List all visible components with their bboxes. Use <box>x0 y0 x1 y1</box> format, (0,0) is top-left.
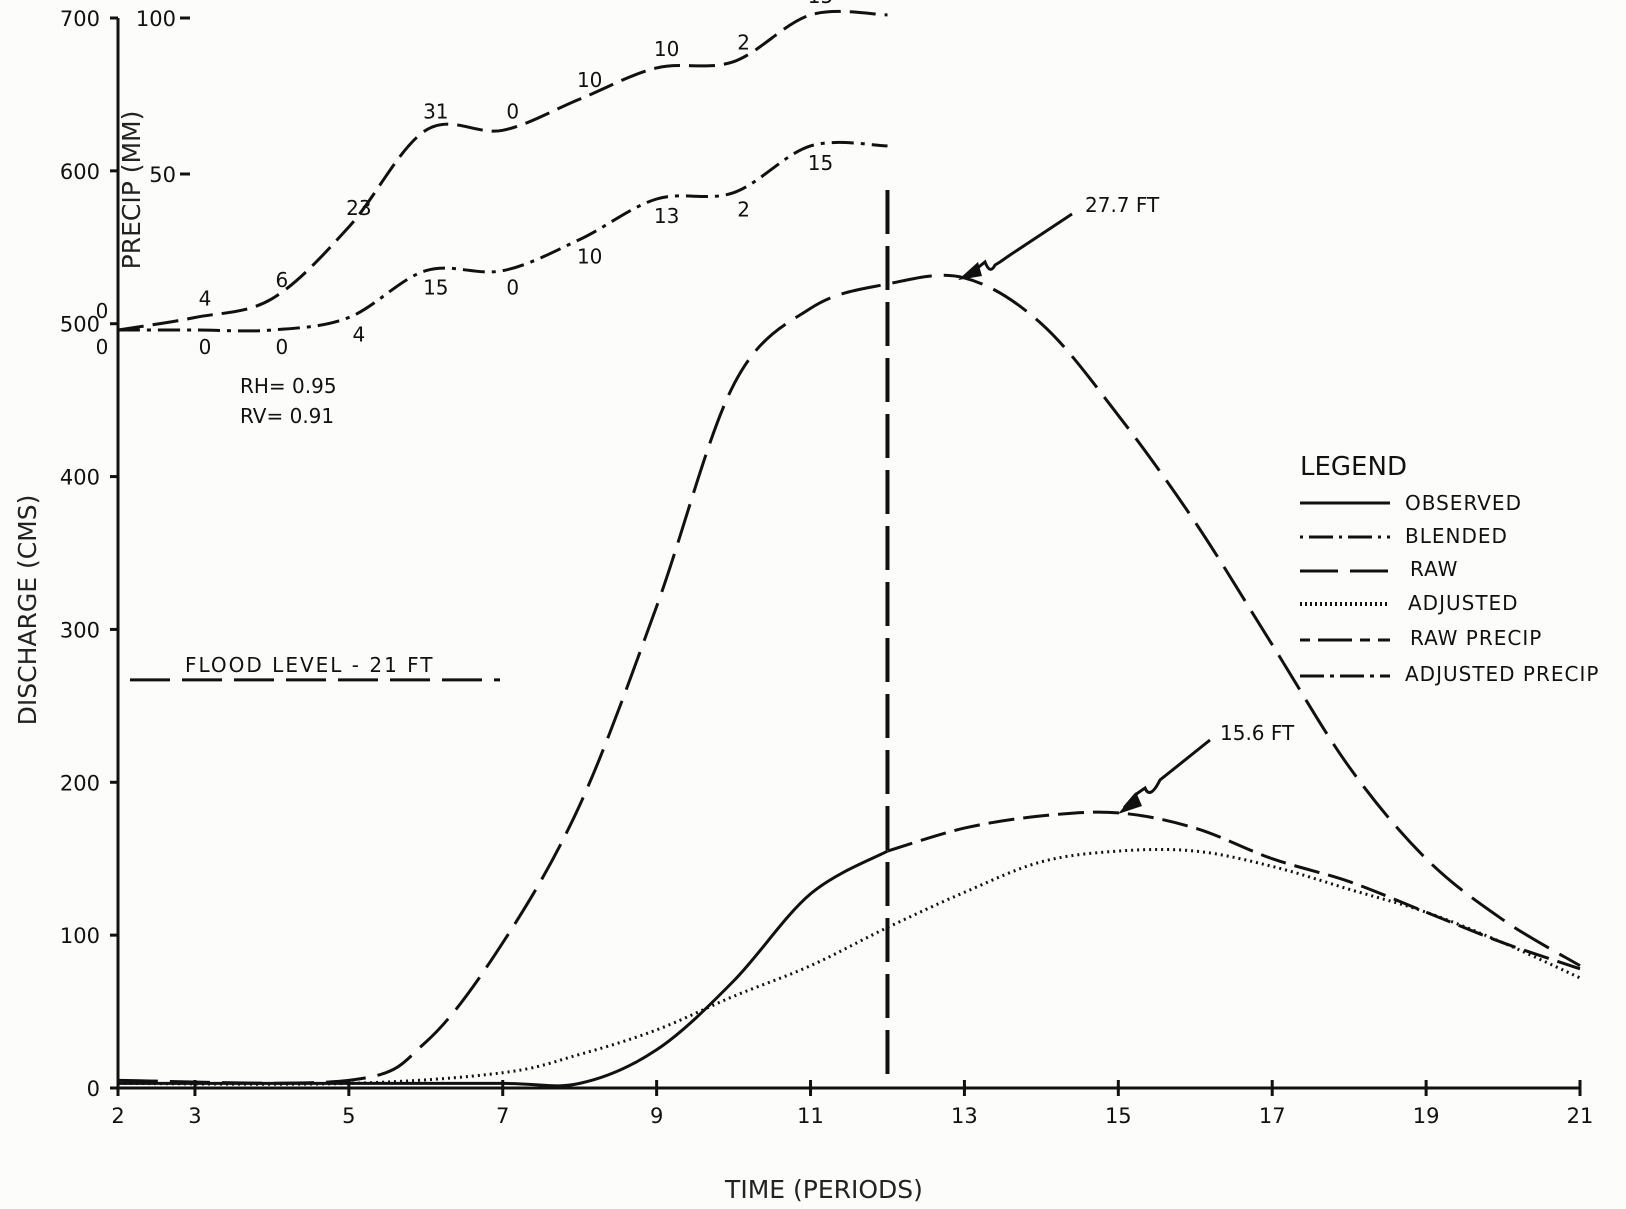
series-blended <box>887 810 1581 971</box>
legend-label-raw: RAW <box>1410 557 1458 581</box>
x-tick-label: 11 <box>797 1104 824 1128</box>
x-tick-label: 7 <box>496 1104 509 1128</box>
precip-point-label: 15 <box>808 151 833 175</box>
y-tick-label: 600 <box>60 160 100 184</box>
precip-point-label: 0 <box>506 99 519 123</box>
precip-point-label: 10 <box>577 245 602 269</box>
x-tick-label: 9 <box>650 1104 663 1128</box>
legend-label-adjusted: ADJUSTED <box>1408 591 1519 615</box>
precip-point-label: 23 <box>346 196 371 220</box>
x-tick-label: 13 <box>951 1104 978 1128</box>
precip-point-label: 0 <box>276 335 289 359</box>
x-tick-label: 2 <box>111 1104 124 1128</box>
legend-label-raw-precip: RAW PRECIP <box>1410 626 1542 650</box>
precip-point-label: 2 <box>737 198 750 222</box>
y-tick-label: 500 <box>60 313 100 337</box>
x-tick-label: 3 <box>188 1104 201 1128</box>
precip-point-label: 0 <box>506 276 519 300</box>
x-tick-label: 21 <box>1567 1104 1594 1128</box>
precip-point-label: 10 <box>654 37 679 61</box>
precip-point-label: 0 <box>96 299 109 323</box>
y-tick-label: 100 <box>60 924 100 948</box>
x-tick-label: 15 <box>1105 1104 1132 1128</box>
y-axis-title: DISCHARGE (CMS) <box>13 495 42 726</box>
blended-peak-arrow <box>1122 738 1211 809</box>
legend: LEGEND OBSERVED BLENDED RAW ADJUSTED RAW… <box>1300 452 1599 686</box>
precip-labels-layer: 0 4 6 23 31 0 10 10 2 15 0 0 0 4 15 0 10 13 2 15 <box>96 0 834 359</box>
x-axis-title: TIME (PERIODS) <box>724 1175 923 1204</box>
y-tick-label: 700 <box>60 7 100 31</box>
precip-point-label: 4 <box>199 287 212 311</box>
precip-axis-title: PRECIP (MM) <box>117 111 146 270</box>
precip-point-label: 4 <box>352 323 365 347</box>
precip-point-label: 15 <box>808 0 833 8</box>
series-observed <box>117 849 889 1088</box>
precip-point-label: 13 <box>654 204 679 228</box>
precip-tick-label: 50 <box>149 163 176 187</box>
flood-level-label: FLOOD LEVEL - 21 FT <box>185 653 435 677</box>
y-tick-label: 0 <box>87 1077 100 1101</box>
blended-peak-label: 15.6 FT <box>1220 721 1295 745</box>
precip-point-label: 10 <box>577 68 602 92</box>
legend-label-observed: OBSERVED <box>1405 491 1522 515</box>
legend-title: LEGEND <box>1300 452 1407 482</box>
precip-point-label: 2 <box>737 31 750 55</box>
blended-peak-arrowhead <box>1118 792 1142 814</box>
series-raw <box>117 273 1581 1085</box>
series-adjusted <box>117 847 1581 1086</box>
y-tick-label: 400 <box>60 466 100 490</box>
raw-peak-arrow <box>961 212 1073 280</box>
y-tick-label: 300 <box>60 618 100 642</box>
legend-label-blended: BLENDED <box>1405 524 1508 548</box>
y-tick-label: 200 <box>60 771 100 795</box>
series-layer <box>117 9 1581 1088</box>
rh-statistic: RH= 0.95 <box>240 374 337 398</box>
precip-point-label: 31 <box>423 99 448 123</box>
x-tick-label: 5 <box>342 1104 355 1128</box>
rv-statistic: RV= 0.91 <box>240 404 334 428</box>
series-raw-precip <box>117 9 888 332</box>
series-adjusted-precip <box>118 140 888 333</box>
precip-tick-label: 100 <box>136 7 176 31</box>
precip-point-label: 0 <box>96 335 109 359</box>
raw-peak-arrowhead <box>958 262 982 280</box>
legend-label-adjusted-precip: ADJUSTED PRECIP <box>1405 662 1599 686</box>
precip-point-label: 6 <box>276 268 289 292</box>
precip-point-label: 0 <box>199 335 212 359</box>
x-tick-label: 19 <box>1413 1104 1440 1128</box>
x-tick-label: 17 <box>1259 1104 1286 1128</box>
precip-point-label: 15 <box>423 276 448 300</box>
raw-peak-label: 27.7 FT <box>1085 193 1160 217</box>
